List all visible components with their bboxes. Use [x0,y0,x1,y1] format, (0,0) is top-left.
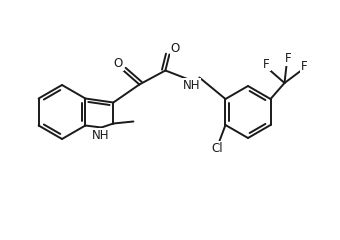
Text: O: O [171,42,180,55]
Text: NH: NH [92,129,109,142]
Text: F: F [285,53,292,66]
Text: NH: NH [183,79,200,92]
Text: O: O [114,57,123,70]
Text: F: F [263,58,270,71]
Text: Cl: Cl [212,142,223,155]
Text: F: F [301,60,308,72]
